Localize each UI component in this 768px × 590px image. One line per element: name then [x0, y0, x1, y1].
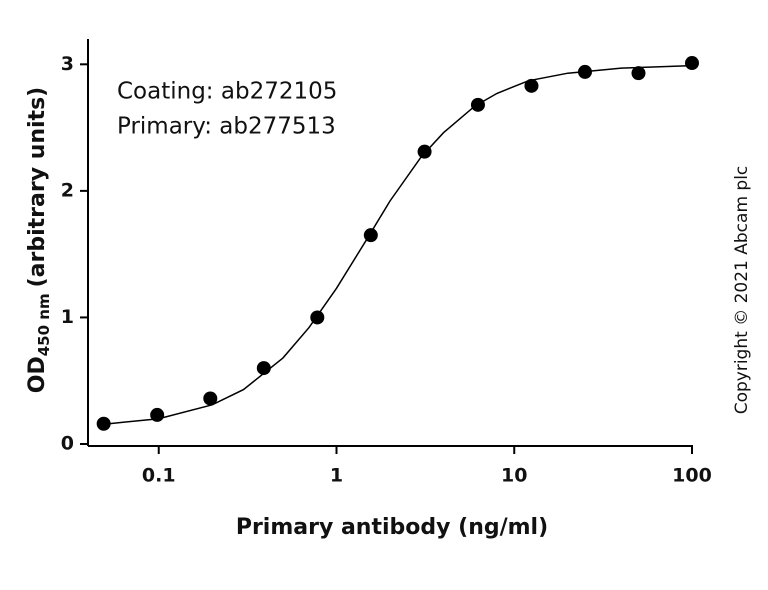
fit-curve [105, 64, 693, 425]
x-tick-label: 100 [672, 465, 712, 487]
y-axis-label: OD450 nm (arbitrary units) [25, 87, 53, 393]
data-point [577, 64, 592, 79]
y-tick-label: 0 [61, 433, 74, 455]
y-tick-label: 2 [61, 179, 74, 201]
data-point [417, 144, 432, 159]
data-point [256, 361, 271, 376]
x-axis-label: Primary antibody (ng/ml) [236, 515, 548, 540]
data-point [631, 66, 646, 81]
data-point [524, 78, 539, 93]
data-point [150, 407, 165, 422]
copyright: Copyright © 2021 Abcam plc [732, 166, 752, 415]
data-point [470, 97, 485, 112]
data-point [685, 56, 699, 71]
y-label-rest: (arbitrary units) [25, 87, 50, 288]
y-label-sub: 450 nm [35, 293, 53, 356]
y-label-main: OD [25, 356, 50, 393]
data-point [363, 228, 378, 243]
annotation: Coating: ab272105 [117, 79, 337, 105]
annotation: Primary: ab277513 [117, 114, 336, 140]
data-point [96, 416, 111, 431]
data-point [203, 391, 218, 406]
x-tick-label: 1 [330, 465, 343, 487]
x-tick-label: 10 [501, 465, 527, 487]
y-tick-label: 1 [61, 306, 74, 328]
x-tick-label: 0.1 [142, 465, 176, 487]
y-tick-label: 3 [61, 53, 74, 75]
data-point [310, 310, 325, 325]
